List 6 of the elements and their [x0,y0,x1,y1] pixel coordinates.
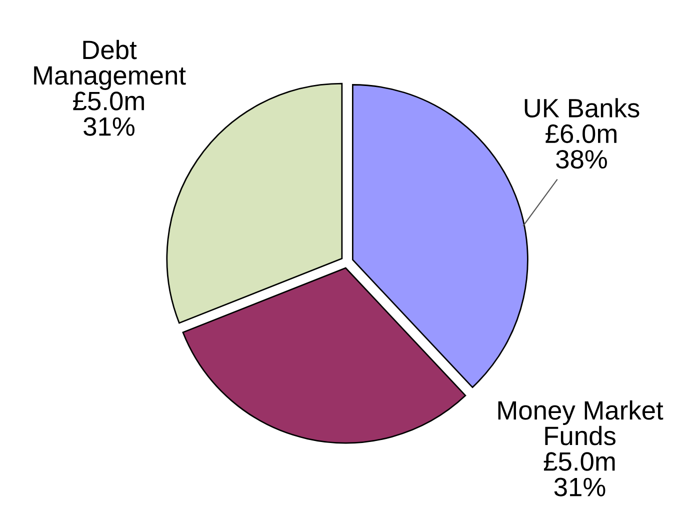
slice-label: UK Banks [524,98,640,118]
slice-label: Debt Management [34,40,186,90]
data-label: £6.0m 38% [546,124,616,169]
slice-label: Money Market Funds [498,400,664,446]
data-label: £5.0m 31% [544,452,615,496]
data-label: £5.0m 31% [73,92,144,136]
